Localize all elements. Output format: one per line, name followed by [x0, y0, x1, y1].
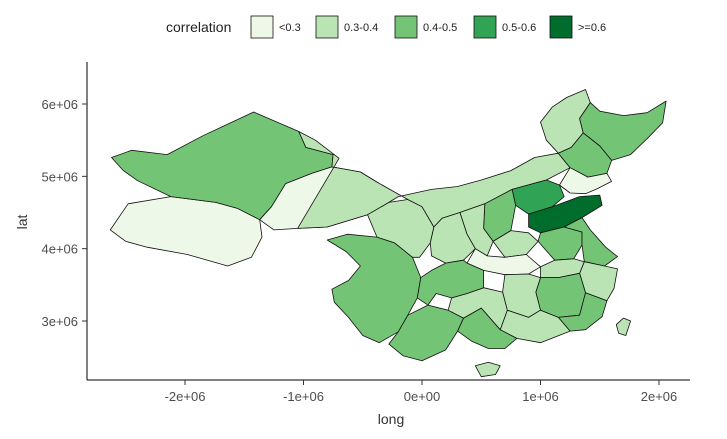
y-tick-label: 6e+06 — [41, 97, 78, 112]
province-region — [557, 292, 608, 332]
legend-label: 0.3-0.4 — [344, 22, 378, 34]
province-region — [416, 259, 485, 306]
legend-key — [473, 15, 497, 39]
y-axis-ticks: 3e+06 4e+06 5e+06 6e+06 — [41, 97, 87, 329]
y-tick-label: 3e+06 — [41, 314, 78, 329]
province-region — [535, 272, 586, 318]
province-region — [537, 226, 583, 261]
legend-label: 0.5-0.6 — [502, 22, 536, 34]
x-tick-label: -1e+06 — [283, 389, 324, 404]
province-region — [563, 217, 618, 267]
x-axis-title: long — [378, 411, 404, 427]
province-region — [326, 233, 422, 344]
x-axis-ticks: -2e+06 -1e+06 0e+00 1e+06 2e+06 — [165, 380, 678, 404]
x-tick-label: 2e+06 — [641, 389, 678, 404]
x-tick-label: 0e+00 — [404, 389, 441, 404]
y-tick-label: 4e+06 — [41, 242, 78, 257]
legend-title: correlation — [166, 19, 231, 35]
province-region — [429, 212, 476, 264]
y-tick-label: 5e+06 — [41, 169, 78, 184]
x-tick-label: -2e+06 — [165, 389, 206, 404]
province-region — [528, 194, 603, 234]
legend-key — [315, 15, 339, 39]
province-regions — [109, 89, 667, 378]
legend-label: <0.3 — [279, 22, 301, 34]
province-region — [559, 167, 612, 195]
x-tick-label: 1e+06 — [522, 389, 559, 404]
legend-key — [549, 15, 573, 39]
legend-key — [394, 15, 418, 39]
province-region — [388, 304, 464, 362]
legend-label: 0.4-0.5 — [423, 22, 457, 34]
province-region — [511, 179, 565, 215]
y-axis-title: lat — [14, 215, 30, 230]
legend: correlation <0.3 0.3-0.4 0.4-0.5 0.5-0.6 >=0… — [166, 15, 606, 39]
legend-label: >=0.6 — [578, 22, 606, 34]
legend-key — [250, 15, 274, 39]
province-region — [474, 361, 501, 378]
province-region — [615, 317, 631, 336]
